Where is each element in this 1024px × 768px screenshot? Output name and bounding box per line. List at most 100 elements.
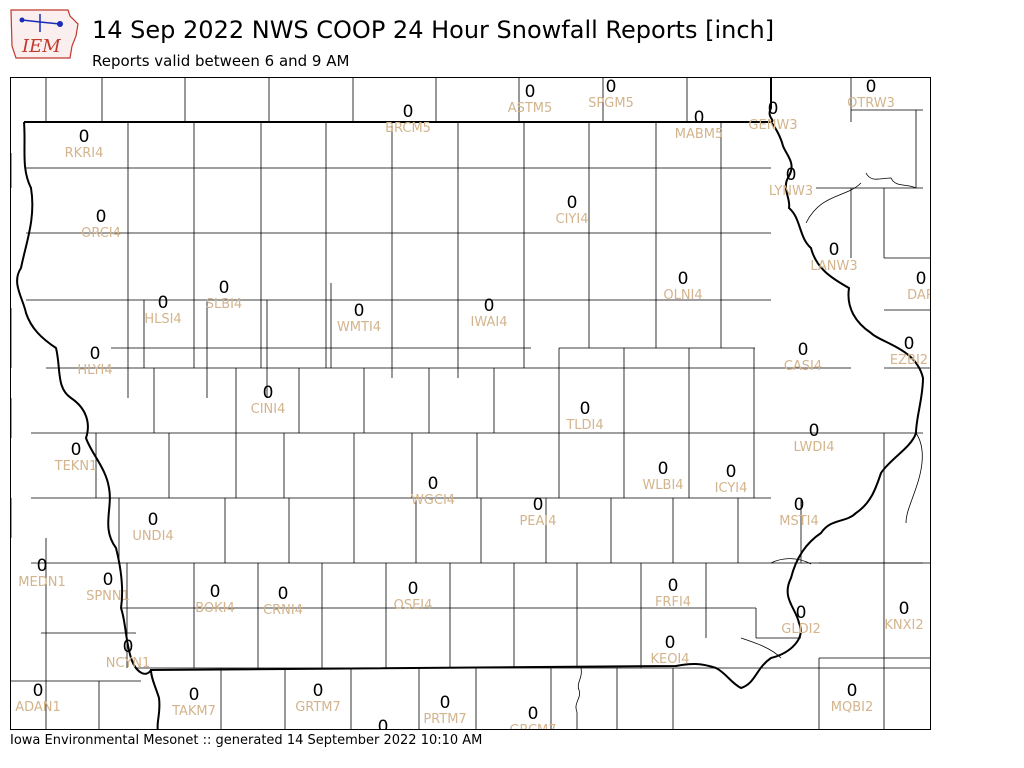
- snowfall-value: 0: [903, 334, 915, 354]
- station-casi4: 0 CASI4: [784, 341, 822, 374]
- county-boundary-4: [143, 283, 332, 398]
- snowfall-value: 0: [532, 495, 544, 515]
- station-lynw3: 0 LYNW3: [769, 166, 813, 199]
- snowfall-value: 0: [36, 556, 48, 576]
- snowfall-value: 0: [677, 269, 689, 289]
- snowfall-value: 0: [89, 344, 101, 364]
- station-id-label: TLDI4: [566, 418, 604, 433]
- station-lanw3: 0 LANW3: [810, 241, 857, 274]
- snowfall-value: 0: [795, 603, 807, 623]
- snowfall-value: 0: [605, 77, 617, 97]
- snowfall-value: 0: [277, 584, 289, 604]
- station-id-label: HLYI4: [77, 363, 113, 378]
- snowfall-value: 0: [579, 399, 591, 419]
- station-msti4: 0 MSTI4: [779, 496, 819, 529]
- station-rkri4: 0 RKRI4: [65, 128, 104, 161]
- station-id-label: CRNI4: [263, 603, 303, 618]
- station-id-label: LYNW3: [768, 184, 814, 199]
- station-tldi4: 0 TLDI4: [566, 400, 603, 433]
- snowfall-value: 0: [209, 582, 221, 602]
- station-id-label: BOKI4: [195, 601, 235, 616]
- snowfall-value: 0: [70, 440, 82, 460]
- station-id-label: PEAI4: [519, 514, 557, 529]
- station-id-label: RKRI4: [64, 146, 104, 161]
- station-spnn1: 0 SPNN1: [86, 571, 130, 604]
- snowfall-value: 0: [725, 462, 737, 482]
- station-adan1: 0 ADAN1: [15, 682, 61, 715]
- station-hlsi4: 0 HLSI4: [144, 294, 181, 327]
- snowfall-value: 0: [828, 240, 840, 260]
- station-keoi4: 0 KEOI4: [650, 634, 689, 667]
- snowfall-value: 0: [527, 704, 539, 724]
- station-id-label: TAKM7: [172, 704, 216, 719]
- snowfall-value: 0: [898, 599, 910, 619]
- station-ciyi4: 0 CIYI4: [556, 194, 589, 227]
- footer-credit: Iowa Environmental Mesonet :: generated …: [10, 733, 483, 748]
- station-lwdi4: 0 LWDI4: [793, 422, 834, 455]
- station-frfi4: 0 FRFI4: [655, 577, 691, 610]
- station-boki4: 0 BOKI4: [195, 583, 235, 616]
- map-title: 14 Sep 2022 NWS COOP 24 Hour Snowfall Re…: [92, 16, 775, 44]
- county-boundary-12: [11, 607, 930, 682]
- snowfall-value: 0: [102, 570, 114, 590]
- station-icyi4: 0 ICYI4: [715, 463, 748, 496]
- station-id-label: GRTM7: [295, 700, 341, 715]
- station-id-label: WMTI4: [336, 320, 382, 335]
- county-boundary-9: [31, 497, 923, 564]
- station-undi4: 0 UNDI4: [132, 511, 173, 544]
- station-id-label: GLDI2: [781, 622, 821, 637]
- station-id-label: LANW3: [810, 259, 858, 274]
- station-id-label: HLSI4: [144, 312, 182, 327]
- snowfall-value: 0: [915, 269, 927, 289]
- station-id-label: OLNI4: [663, 288, 703, 303]
- station-id-label: EZBI2: [889, 353, 929, 368]
- station-prtm7: 0 PRTM7: [423, 694, 466, 727]
- snowfall-value: 0: [793, 495, 805, 515]
- county-boundary-14: [816, 78, 930, 311]
- snowfall-value: 0: [218, 278, 230, 298]
- station-id-label: NCYN1: [105, 656, 151, 671]
- county-boundary-13: [45, 538, 674, 729]
- snowfall-value: 0: [407, 579, 419, 599]
- station-orci4: 0 ORCI4: [81, 208, 121, 241]
- station-id-label: TEKN1: [54, 459, 98, 474]
- illinois-county-2: [905, 432, 923, 524]
- snowfall-value: 0: [95, 207, 107, 227]
- station-cini4: 0 CINI4: [251, 384, 286, 417]
- county-boundary-2: [127, 122, 722, 398]
- station-id-label: CIYI4: [555, 212, 589, 227]
- county-boundary-18: [755, 608, 801, 639]
- station-id-label: GRCM7: [509, 723, 556, 729]
- snowfall-value: 0: [402, 102, 414, 122]
- station-id-label: ORCI4: [81, 226, 121, 241]
- snowfall-value: 0: [664, 633, 676, 653]
- station-id-label: MQBI2: [830, 700, 874, 715]
- station-id-label: GENW3: [748, 118, 798, 133]
- station-id-label: MEDN1: [18, 575, 66, 590]
- station-id-label: PRTM7: [423, 712, 467, 727]
- station-id-label: CASI4: [783, 359, 823, 374]
- station-id-label: UNDI4: [132, 529, 174, 544]
- station-grcm7: 0GRCM7: [509, 704, 556, 729]
- station-id-label: OSEI4: [393, 598, 433, 613]
- snowfall-value: 0: [147, 510, 159, 530]
- station-id-label: ASTM5: [507, 101, 553, 116]
- iowa-state-border: [24, 121, 925, 729]
- snowfall-value: 0: [377, 717, 389, 730]
- station-otrw3: 0 OTRW3: [847, 78, 895, 111]
- station-unlabeled: 0: [377, 717, 389, 730]
- county-boundary-8: [168, 433, 755, 498]
- county-boundary-0: [45, 78, 688, 122]
- county-boundary-5: [46, 347, 851, 369]
- station-id-label: CINI4: [250, 402, 286, 417]
- station-id-label: ICYI4: [714, 481, 748, 496]
- snowfall-value: 0: [667, 576, 679, 596]
- county-boundary-15: [818, 367, 930, 729]
- snowfall-value: 0: [32, 681, 44, 701]
- county-boundary-11: [126, 563, 707, 668]
- station-id-label: SPGM5: [588, 96, 634, 111]
- snowfall-value: 0: [122, 637, 134, 657]
- station-id-label: ADAN1: [15, 700, 61, 715]
- illinois-county: [740, 558, 812, 659]
- station-tekn1: 0 TEKN1: [55, 441, 98, 474]
